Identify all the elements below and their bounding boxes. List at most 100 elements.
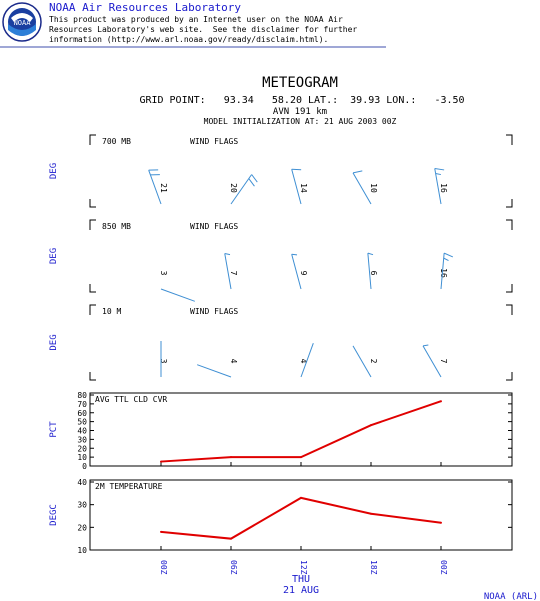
wind-panel-0: DEG 700 MB WIND FLAGS 21 20 14 10 16 <box>49 134 513 208</box>
wind-speed-label: 14 <box>299 183 308 193</box>
wind-speed-label: 4 <box>229 359 238 364</box>
y-tick-label: 20 <box>77 523 87 532</box>
data-point <box>300 456 302 459</box>
panel-frame-corner <box>506 372 513 381</box>
y-tick-label: 10 <box>77 453 87 462</box>
data-point <box>160 530 162 533</box>
panel-subtitle: WIND FLAGS <box>190 137 238 146</box>
wind-barb-feather <box>248 178 255 187</box>
wind-barb <box>352 172 372 205</box>
wind-barb-feather <box>434 168 445 171</box>
disclaimer-line: This product was produced by an Internet… <box>49 15 343 24</box>
panel-title: 700 MB <box>102 137 131 146</box>
org-name-link[interactable]: NOAA Air Resources Laboratory <box>49 1 242 14</box>
y-tick-label: 80 <box>77 391 87 400</box>
panel-title: 850 MB <box>102 222 131 231</box>
y-axis-label: DEG <box>49 334 59 350</box>
data-point <box>370 424 372 427</box>
wind-speed-label: 16 <box>439 183 448 193</box>
wind-barb-feather <box>291 168 302 171</box>
y-tick-label: 0 <box>82 462 87 471</box>
panel-subtitle: WIND FLAGS <box>190 222 238 231</box>
x-axis-day: THU <box>292 574 310 585</box>
y-tick-label: 60 <box>77 409 87 418</box>
x-tick-label: 12Z <box>299 560 308 575</box>
header-divider <box>0 46 386 48</box>
x-axis-date: 21 AUG <box>283 585 319 596</box>
wind-barb-feather <box>443 257 449 261</box>
model-init-line: MODEL INITIALIZATION AT: 21 AUG 2003 00Z <box>204 117 397 126</box>
y-tick-label: 10 <box>77 546 87 555</box>
wind-barb <box>291 254 302 290</box>
model-resolution: AVN 191 km <box>273 107 327 117</box>
wind-speed-label: 4 <box>299 359 308 364</box>
panel-frame-corner <box>89 372 96 381</box>
series-line <box>160 400 442 463</box>
wind-barb-feather <box>422 344 429 347</box>
grid-point-line: GRID POINT: 93.34 58.20 LAT.: 39.93 LON.… <box>139 95 464 106</box>
wind-barb-feather <box>443 252 454 258</box>
disclaimer-line: information (http://www.arl.noaa.gov/rea… <box>49 35 329 44</box>
footer-credit: NOAA (ARL) <box>484 592 538 601</box>
x-tick-label: 18Z <box>369 560 378 575</box>
wind-barb <box>224 253 232 290</box>
panel-frame-corner <box>89 219 96 230</box>
panel-title: 2M TEMPERATURE <box>95 482 163 491</box>
disclaimer-line: Resources Laboratory's web site. See the… <box>49 25 358 34</box>
panel-frame-corner <box>506 134 513 145</box>
noaa-logo-icon: NOAA <box>2 2 42 42</box>
wind-barb-feather <box>367 252 374 256</box>
y-tick-label: 40 <box>77 427 87 436</box>
y-tick-label: 70 <box>77 400 87 409</box>
data-point <box>230 537 232 540</box>
y-axis-label: DEG <box>49 163 59 179</box>
panel-frame-corner <box>89 134 96 145</box>
wind-speed-label: 16 <box>439 268 448 278</box>
panel-frame-corner <box>89 199 96 208</box>
data-point <box>230 456 232 459</box>
y-axis-label: PCT <box>49 421 59 438</box>
logo-text: NOAA <box>14 19 32 27</box>
data-point <box>440 521 442 524</box>
panel-title: AVG TTL CLD CVR <box>95 395 167 404</box>
y-tick-label: 40 <box>77 478 87 487</box>
x-tick-label: 06Z <box>229 560 238 575</box>
wind-barb <box>434 168 442 205</box>
wind-barb <box>197 364 232 378</box>
page-header: NOAA NOAA Air Resources Laboratory This … <box>0 0 540 48</box>
wind-speed-label: 6 <box>369 271 378 276</box>
line-panel-4: DEGC 2M TEMPERATURE 10 20 30 40 <box>49 478 513 555</box>
wind-speed-label: 9 <box>299 271 308 276</box>
data-point <box>300 496 302 499</box>
panel-frame-corner <box>506 219 513 230</box>
panel-frame-corner <box>89 304 96 315</box>
y-tick-label: 50 <box>77 418 87 427</box>
data-point <box>370 512 372 515</box>
wind-barb <box>440 253 445 290</box>
panel-frame-corner <box>89 284 96 293</box>
wind-barb <box>367 253 372 290</box>
wind-barb-feather <box>251 174 258 183</box>
panel-subtitle: WIND FLAGS <box>190 307 238 316</box>
y-axis-label: DEGC <box>49 504 59 526</box>
wind-barb <box>291 169 302 205</box>
wind-speed-label: 10 <box>369 183 378 193</box>
disclaimer-text: This product was produced by an Internet… <box>49 15 357 45</box>
wind-barb <box>148 170 162 205</box>
data-point <box>160 460 162 463</box>
series-line <box>160 496 442 540</box>
wind-barb-feather <box>352 170 363 174</box>
x-tick-label: 00Z <box>159 560 168 575</box>
wind-speed-label: 7 <box>439 359 448 364</box>
meteogram-title: METEOGRAM <box>262 75 338 91</box>
wind-speed-label: 20 <box>229 183 238 193</box>
wind-barb <box>352 345 372 378</box>
y-tick-label: 20 <box>77 444 87 453</box>
wind-panel-2: DEG 10 M WIND FLAGS 3 4 4 2 7 <box>49 304 513 381</box>
wind-speed-label: 2 <box>369 359 378 364</box>
data-point <box>440 400 442 403</box>
wind-speed-label: 3 <box>159 359 168 364</box>
wind-barb <box>422 345 442 378</box>
